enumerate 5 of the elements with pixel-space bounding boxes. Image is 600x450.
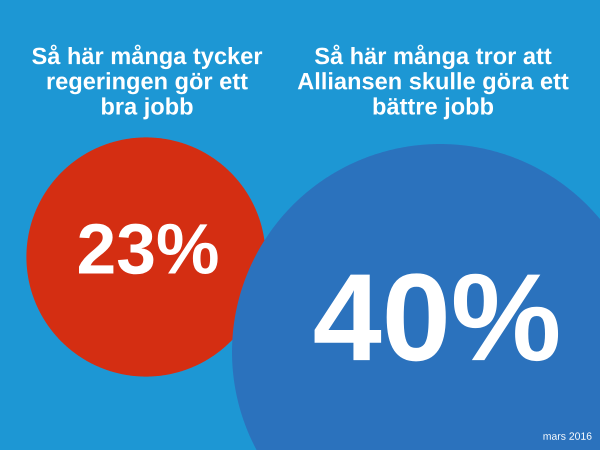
data-label: 23% — [79, 224, 218, 274]
category-label: Så här många tycker regeringen gör ett bra jobb — [32, 44, 262, 120]
data-label: 40% — [314, 273, 558, 362]
text: mars 2016 — [543, 432, 592, 440]
category-label: Så här många tror att Alliansen skulle göra ett bättre jobb — [298, 44, 569, 120]
